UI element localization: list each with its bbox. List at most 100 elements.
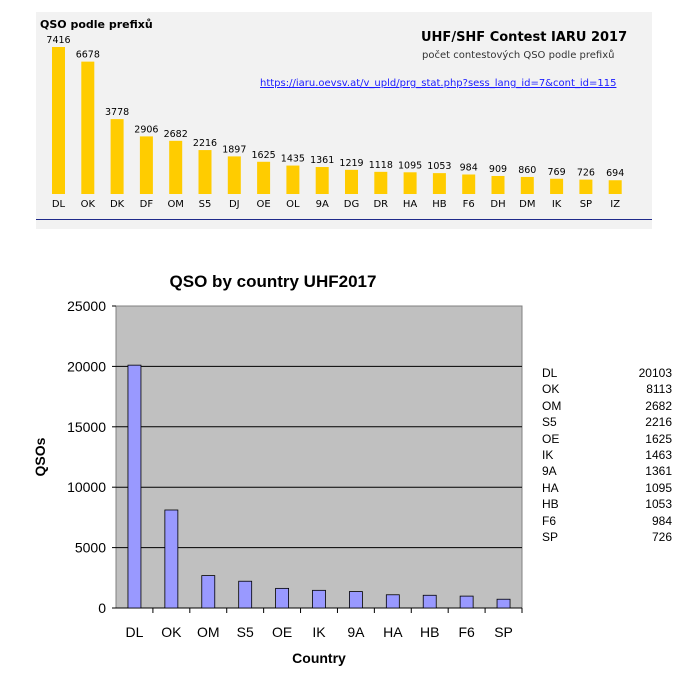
source-link[interactable]: https://iaru.oevsv.at/v_upld/prg_stat.ph… [260,78,617,89]
top-tick-IZ: IZ [610,199,620,210]
top-bar-value-IZ: 694 [606,168,624,179]
bottom-chart-title-wrap: QSO by country UHF2017 [0,272,696,292]
top-chart-title: QSO podle prefixů [40,18,153,31]
table-country: OM [542,398,562,413]
top-bar-value-DH: 909 [489,164,507,175]
top-bar-value-HA: 1095 [398,160,422,171]
top-tick-DG: DG [344,199,359,210]
table-country: 9A [542,464,557,479]
top-bar-DG [345,169,358,194]
y-tick-25000: 25000 [67,298,106,314]
top-tick-DR: DR [373,199,388,210]
top-bar-value-OK: 6678 [76,50,100,61]
top-bar-DK [110,119,124,194]
table-value: 1053 [645,497,672,512]
bar-S5 [238,580,253,609]
top-bar-DM [520,176,534,194]
table-row: HA 1095 [542,481,672,497]
top-bar-OE [257,161,271,194]
data-table: DL 20103 OK 8113 OM 2682 S5 2216 OE 1625 IK 1463 9A 1… [542,366,672,546]
top-bar-value-DJ: 1897 [222,144,246,155]
table-value: 1625 [645,431,672,446]
top-tick-OL: OL [286,199,300,210]
top-bar-value-SP: 726 [577,168,595,179]
top-tick-DH: DH [490,199,505,210]
table-country: IK [542,447,554,462]
bar-IK [312,589,326,609]
y-tick-5000: 5000 [75,540,106,556]
top-bar-S5 [198,150,212,194]
table-country: SP [542,529,559,544]
bar-HA [385,594,400,609]
top-tick-SP: SP [580,199,592,210]
bar-F6 [459,595,474,609]
top-bar-SP [579,179,593,194]
top-bar-DF [139,136,153,194]
bar-SP [496,598,511,609]
table-row: OE 1625 [542,432,672,448]
table-row: OM 2682 [542,399,672,415]
top-bar-value-OL: 1435 [281,154,305,165]
top-bar-HA [403,172,417,194]
x-tick-HB: HB [420,624,439,640]
top-bar-value-DM: 860 [518,165,536,176]
x-tick-9A: 9A [347,624,365,640]
x-tick-SP: SP [494,624,513,640]
y-tick-20000: 20000 [67,358,106,374]
x-tick-IK: IK [312,624,326,640]
table-row: HB 1053 [542,497,672,513]
top-tick-OM: OM [167,199,184,210]
table-value: 2216 [645,415,672,430]
x-tick-OK: OK [161,624,182,640]
top-panel-divider [36,219,652,220]
table-value: 726 [651,529,672,544]
top-bar-value-OM: 2682 [164,129,188,140]
top-bar-chart: 7416 DL 6678 OK 3778 DK 2906 DF 2682 OM 2216 S5 1897… [46,35,624,210]
table-country: DL [542,366,558,380]
top-bar-value-F6: 984 [460,162,478,173]
table-country: S5 [542,415,557,430]
top-bar-OL [286,165,300,194]
x-axis-label: Country [292,650,346,666]
top-tick-IK: IK [552,199,562,210]
bar-OM [201,575,216,609]
top-tick-DF: DF [140,199,154,210]
top-bar-value-OE: 1625 [252,150,276,161]
bottom-chart-title: QSO by country UHF2017 [169,272,377,291]
table-value: 2682 [645,398,672,413]
top-bar-value-IK: 769 [548,167,566,178]
table-row: IK 1463 [542,448,672,464]
bar-HB [422,594,437,609]
bar-9A [349,591,363,609]
y-tick-10000: 10000 [67,479,106,495]
x-tick-OM: OM [197,624,220,640]
table-value: 20103 [638,366,672,380]
bar-OE [275,587,289,609]
table-value: 984 [651,513,672,528]
top-chart-subtitle: počet contestových QSO podle prefixů [422,50,615,61]
top-tick-OK: OK [81,199,96,210]
top-bar-DH [491,175,505,194]
table-country: HA [542,480,559,495]
top-bar-value-HB: 1053 [427,161,451,172]
top-tick-9A: 9A [316,199,329,210]
table-row: 9A 1361 [542,464,672,480]
top-bar-value-DG: 1219 [339,158,363,169]
table-row: DL 20103 [542,366,672,382]
top-tick-OE: OE [256,199,270,210]
table-value: 1095 [645,480,672,495]
top-bar-9A [315,167,329,194]
x-tick-DL: DL [126,624,144,640]
top-bar-IK [550,178,564,194]
top-tick-DM: DM [519,199,535,210]
top-tick-S5: S5 [199,199,212,210]
table-value: 1361 [645,464,672,479]
y-axis-label: QSOs [32,437,48,476]
top-chart-panel: 7416 DL 6678 OK 3778 DK 2906 DF 2682 OM 2216 S5 1897… [36,12,652,229]
top-bar-OM [169,140,183,194]
bar-DL [127,364,142,609]
x-tick-S5: S5 [237,624,254,640]
top-bar-value-DF: 2906 [134,124,158,135]
top-bar-HB [432,173,446,194]
table-country: HB [542,497,559,512]
